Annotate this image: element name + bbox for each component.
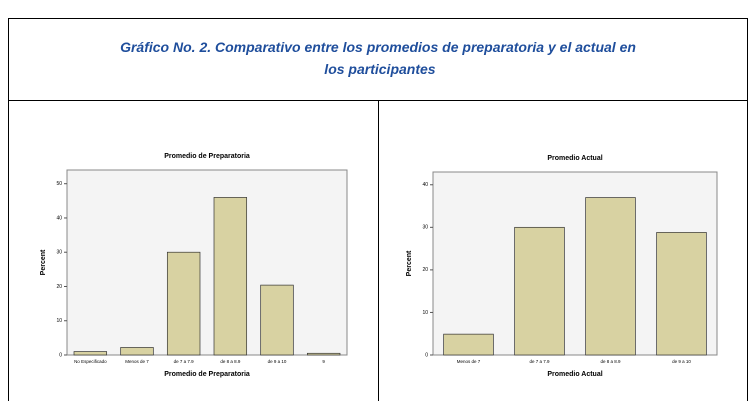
- x-tick-label: 9: [322, 359, 325, 364]
- x-tick-label: de 7 a 7.9: [174, 359, 195, 364]
- y-tick-label: 0: [59, 352, 62, 358]
- x-tick-label: Menos de 7: [457, 359, 481, 364]
- bar: [73, 351, 108, 356]
- y-tick-label: 0: [425, 352, 428, 358]
- x-axis-label: Promedio de Preparatoria: [164, 371, 250, 378]
- bar: [260, 284, 294, 356]
- y-tick-label: 20: [56, 284, 62, 290]
- y-axis-label: Percent: [40, 249, 47, 275]
- bar: [306, 352, 341, 356]
- bar: [443, 333, 494, 356]
- x-tick-label: de 9 a 10: [268, 359, 287, 364]
- y-axis-label: Percent: [406, 250, 413, 276]
- bar: [120, 347, 154, 356]
- bar: [213, 197, 248, 356]
- y-tick-label: 10: [56, 318, 62, 324]
- chart-title: Promedio de Preparatoria: [164, 153, 250, 160]
- y-tick-label: 20: [422, 267, 428, 273]
- x-axis-label: Promedio Actual: [547, 371, 602, 378]
- bar: [656, 232, 707, 356]
- x-tick-label: No Especificado: [74, 359, 107, 364]
- y-tick-label: 10: [422, 310, 428, 316]
- y-tick-label: 30: [422, 225, 428, 231]
- caption: Gráfico No. 2. Comparativo entre los pro…: [120, 39, 636, 77]
- x-tick-label: de 9 a 10: [672, 359, 691, 364]
- x-tick-label: de 8 a 8.9: [220, 359, 241, 364]
- bar: [166, 251, 201, 356]
- x-tick-label: de 8 a 8.9: [600, 359, 621, 364]
- x-tick-label: Menos de 7: [125, 359, 149, 364]
- bar: [585, 197, 636, 356]
- chart-title: Promedio Actual: [547, 155, 602, 162]
- table-border: [8, 18, 748, 406]
- y-tick-label: 50: [56, 181, 62, 187]
- y-tick-label: 40: [422, 182, 428, 188]
- bar: [514, 226, 565, 356]
- plot-area: [66, 169, 348, 356]
- y-tick-label: 30: [56, 250, 62, 256]
- y-tick-label: 40: [56, 215, 62, 221]
- x-tick-label: de 7 a 7.9: [529, 359, 550, 364]
